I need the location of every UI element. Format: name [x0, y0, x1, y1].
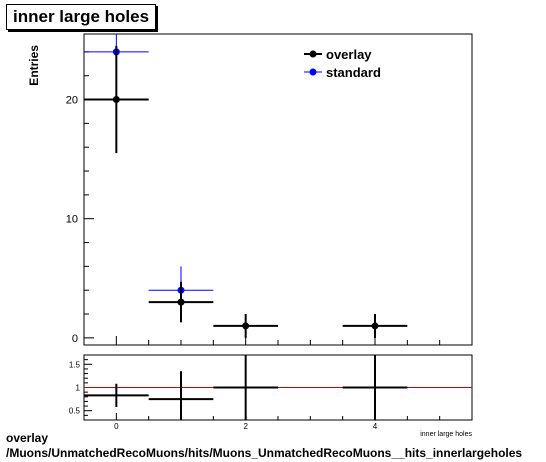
- data-marker: [177, 298, 185, 306]
- y-axis-label: Entries: [27, 45, 41, 86]
- main-axis-ticks: 0 10 20: [66, 51, 473, 345]
- legend-item-standard: standard: [304, 65, 381, 80]
- overlay-point: [342, 314, 408, 338]
- ratio-point: [342, 355, 408, 420]
- legend-marker: [309, 50, 317, 58]
- overlay-point: [84, 45, 149, 154]
- main-data-points: [84, 34, 408, 338]
- legend-label: standard: [326, 65, 381, 80]
- legend-label: overlay: [326, 47, 372, 62]
- ratio-point: [84, 383, 149, 407]
- chart-title: inner large holes: [6, 4, 157, 30]
- ratio-point: [148, 371, 214, 420]
- x-tick-label: 4: [373, 422, 378, 431]
- x-tick-label: 0: [114, 422, 119, 431]
- ratio-y-tick-label: 0.5: [69, 407, 81, 416]
- ratio-data-points: [84, 355, 408, 420]
- data-marker: [112, 96, 120, 104]
- ratio-y-tick-label: 1.5: [69, 360, 81, 369]
- x-axis-label: inner large holes: [420, 431, 472, 438]
- footer-line-1: overlay: [6, 431, 49, 445]
- footer-line-2: /Muons/UnmatchedRecoMuons/hits/Muons_Unm…: [6, 446, 523, 460]
- data-marker: [371, 322, 379, 330]
- y-tick-label: 0: [72, 333, 78, 345]
- legend-marker: [309, 68, 317, 76]
- overlay-point: [213, 314, 278, 338]
- legend: overlay standard: [304, 47, 381, 80]
- x-tick-label: 2: [243, 422, 248, 431]
- footer-path: overlay /Muons/UnmatchedRecoMuons/hits/M…: [6, 431, 522, 461]
- main-frame: [83, 33, 473, 346]
- y-tick-label: 10: [66, 214, 78, 226]
- overlay-point: [148, 281, 214, 323]
- ratio-y-tick-label: 1: [76, 384, 81, 393]
- data-marker: [242, 322, 250, 330]
- legend-item-overlay: overlay: [304, 47, 372, 62]
- y-tick-label: 20: [66, 95, 78, 107]
- ratio-point: [213, 355, 278, 420]
